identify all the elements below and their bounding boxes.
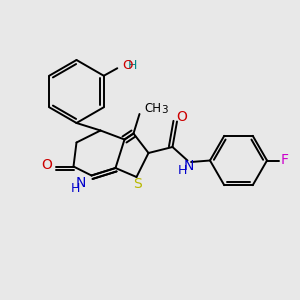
Text: N: N (184, 159, 194, 173)
Text: 3: 3 (161, 105, 168, 116)
Text: O: O (41, 158, 52, 172)
Text: H: H (70, 182, 80, 195)
Text: O: O (176, 110, 187, 124)
Text: S: S (134, 178, 142, 191)
Text: N: N (76, 176, 86, 190)
Text: O: O (122, 59, 133, 72)
Text: CH: CH (144, 102, 161, 115)
Text: H: H (128, 59, 137, 72)
Text: F: F (280, 154, 288, 167)
Text: H: H (177, 164, 187, 177)
